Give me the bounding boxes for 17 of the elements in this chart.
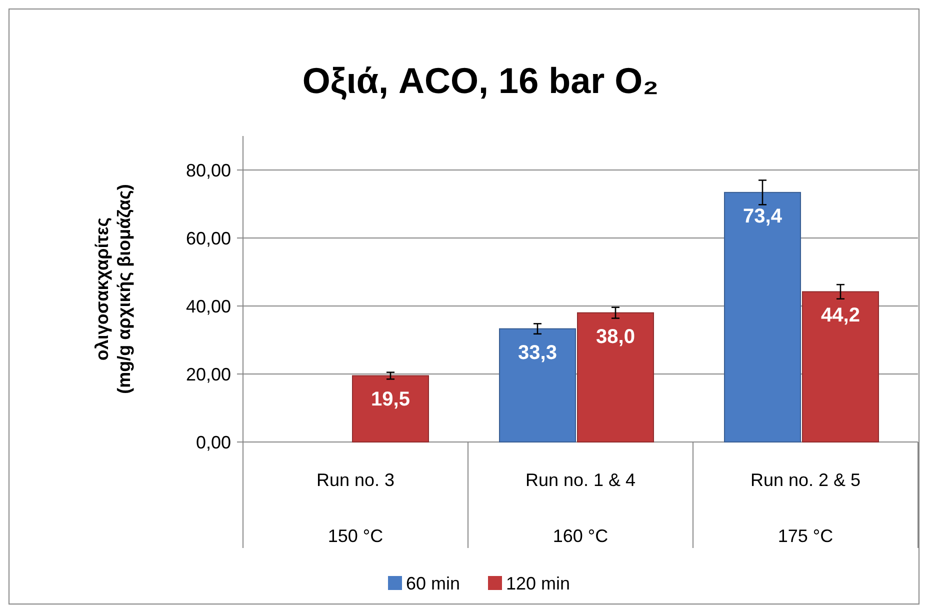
data-label: 73,4 [743, 205, 783, 228]
category-label: Run no. 2 & 5 175 °C [750, 470, 861, 546]
y-tick-label: 60,00 [186, 228, 231, 248]
legend-label: 120 min [506, 573, 570, 594]
category-label: Run no. 3 150 °C [316, 470, 395, 546]
y-tick-label: 80,00 [186, 160, 231, 180]
legend-label: 60 min [406, 573, 460, 594]
y-axis-title: ολιγοσακχαρίτες (mg/g αρχικής βιομάζας) [92, 184, 134, 394]
chart-title: Οξιά, ACO, 16 bar O₂ [302, 60, 659, 101]
data-label: 19,5 [371, 388, 410, 411]
category-label: Run no. 1 & 4 160 °C [525, 470, 636, 546]
y-tick-label: 20,00 [186, 364, 231, 384]
data-label: 38,0 [596, 326, 635, 348]
data-label: 33,3 [518, 342, 557, 364]
y-tick-label: 0,00 [196, 432, 231, 452]
y-tick-label: 40,00 [186, 296, 231, 316]
data-label: 44,2 [821, 304, 860, 327]
